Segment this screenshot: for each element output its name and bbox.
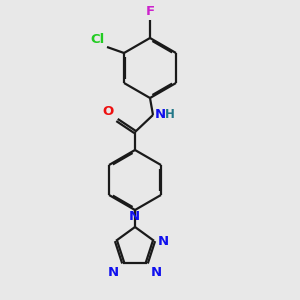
Text: O: O <box>103 105 114 118</box>
Text: N: N <box>154 108 166 121</box>
Text: H: H <box>165 108 175 121</box>
Text: N: N <box>108 266 119 279</box>
Text: N: N <box>158 235 169 248</box>
Text: N: N <box>128 211 140 224</box>
Text: Cl: Cl <box>91 33 105 46</box>
Text: N: N <box>150 266 161 279</box>
Text: F: F <box>146 5 154 18</box>
